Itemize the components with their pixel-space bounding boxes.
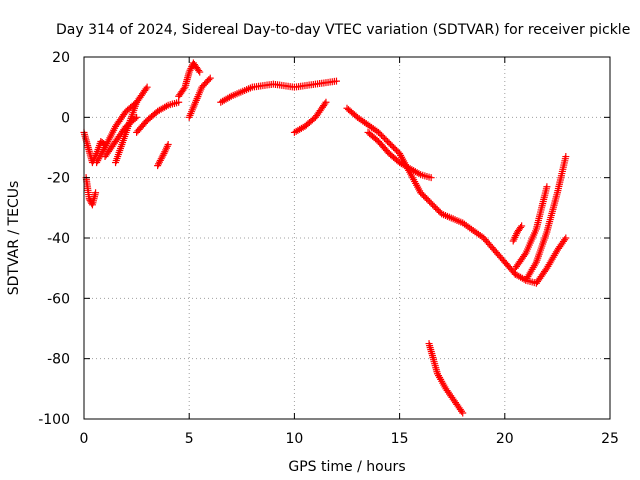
data-point [385, 139, 393, 147]
series-arc-end-3 [511, 183, 551, 272]
y-tick-label: 20 [52, 50, 70, 66]
data-point [379, 133, 387, 141]
series-arc-drop [425, 340, 467, 417]
data-points [80, 59, 570, 417]
data-point [159, 151, 167, 159]
series-arc-rise-3 [112, 83, 151, 167]
x-tick-label: 0 [80, 431, 89, 447]
data-point [321, 100, 329, 108]
data-point [432, 204, 440, 212]
data-point [164, 140, 172, 148]
data-point [517, 223, 525, 231]
data-point [92, 189, 100, 197]
data-point [521, 251, 529, 259]
y-tick-label: -20 [47, 171, 70, 187]
data-point [180, 85, 188, 93]
y-tick-label: 0 [61, 110, 70, 126]
series-arc-branch [364, 128, 435, 182]
data-point [427, 199, 435, 207]
y-tick-label: -100 [38, 412, 70, 428]
data-point [143, 83, 151, 91]
data-point [387, 140, 395, 148]
data-point [543, 183, 551, 191]
y-tick-label: -60 [47, 291, 70, 307]
data-point [378, 131, 386, 139]
data-point [426, 198, 434, 206]
axis-ticks: 0 5 10 15 20 25 -100 -80 -60 -40 -20 0 20 [38, 50, 619, 447]
y-axis-label: SDTVAR / TECUs [6, 181, 22, 296]
data-point [133, 113, 141, 121]
data-point [433, 205, 441, 213]
series-arc-end-1 [511, 234, 570, 287]
data-point [429, 201, 437, 209]
series-arc-flat [217, 77, 340, 106]
series-arc-down [290, 98, 330, 136]
data-point [435, 207, 443, 215]
series-arc-small [509, 222, 526, 245]
data-point [430, 202, 438, 210]
data-point [459, 409, 467, 417]
data-point [384, 137, 392, 145]
x-tick-label: 5 [185, 431, 194, 447]
data-point [391, 145, 399, 153]
x-tick-label: 15 [391, 431, 409, 447]
data-point [427, 174, 435, 182]
data-point [382, 136, 390, 144]
data-point [332, 77, 340, 85]
data-point [175, 98, 183, 106]
series-arc-mid [175, 59, 204, 100]
data-point [142, 85, 150, 93]
series-arc-end-2 [522, 153, 570, 284]
data-point [376, 130, 384, 138]
data-point [388, 142, 396, 150]
series-arc-dip [82, 174, 100, 209]
series-arc-hump [185, 74, 214, 121]
data-point [561, 236, 569, 244]
series-arc-initial [80, 128, 109, 167]
data-point [418, 190, 426, 198]
data-point [458, 407, 466, 415]
data-point [562, 234, 570, 242]
data-point [196, 68, 204, 76]
data-point [420, 192, 428, 200]
data-point [518, 222, 526, 230]
data-point [562, 153, 570, 161]
data-point [375, 128, 383, 136]
x-tick-label: 25 [601, 431, 619, 447]
data-point [417, 189, 425, 197]
series-arc-rise-4 [133, 98, 183, 136]
data-point [206, 74, 214, 82]
x-tick-label: 20 [496, 431, 514, 447]
data-point [423, 195, 431, 203]
data-point [393, 147, 401, 155]
data-point [195, 67, 203, 75]
x-axis-label: GPS time / hours [288, 459, 405, 475]
data-point [390, 144, 398, 151]
data-point [322, 98, 330, 106]
data-point [424, 196, 432, 204]
y-tick-label: -40 [47, 231, 70, 247]
x-tick-label: 10 [285, 431, 303, 447]
chart-title: Day 314 of 2024, Sidereal Day-to-day VTE… [56, 22, 630, 38]
data-point [205, 76, 213, 84]
data-point [381, 134, 389, 142]
data-point [421, 193, 429, 201]
series-arc-short [154, 140, 172, 170]
y-tick-label: -80 [47, 352, 70, 368]
